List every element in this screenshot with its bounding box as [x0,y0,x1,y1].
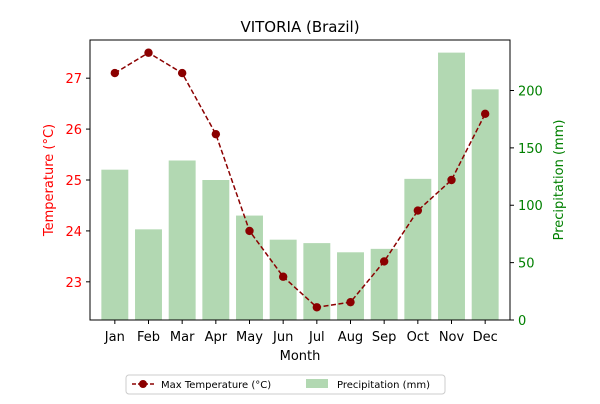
x-tick-label: May [236,330,263,345]
y-left-tick-label: 26 [65,123,82,138]
temperature-point [177,68,187,78]
precipitation-bar [337,252,364,320]
precipitation-bar [471,89,499,320]
temperature-point [144,48,153,57]
legend-precipitation-label: Precipitation (mm) [337,380,430,391]
precipitation-bar [101,169,129,320]
x-tick-label: Nov [439,330,465,345]
x-tick-label: Dec [473,330,498,345]
precipitation-bar [438,52,465,320]
precipitation-bar [202,180,230,320]
precipitation-bar [404,178,432,320]
y-left-tick-label: 23 [65,276,82,291]
legend-box [125,374,446,395]
y-right-tick-label: 100 [518,199,543,214]
x-tick-label: Jul [308,330,325,345]
y-axis-left-label: Temperature (°C) [42,124,57,237]
x-tick-label: Feb [137,330,160,345]
temperature-point [379,257,389,266]
y-axis-left: 23 24 25 26 27 [65,72,90,291]
temperature-point [312,303,322,312]
y-left-tick-label: 24 [65,225,82,240]
y-right-tick-label: 150 [518,142,543,157]
temperature-point [278,272,288,281]
x-tick-label: Aug [338,330,363,345]
y-axis-right-label: Precipitation (mm) [552,120,567,241]
legend: Max Temperature (°C) Precipitation (mm) [125,374,446,395]
temperature-line [110,48,490,312]
x-axis-label: Month [280,349,321,364]
x-axis: Jan Feb Mar Apr May Jun Jul Aug Sep Oct Nov Dec [104,320,498,345]
x-tick-label: Oct [407,330,429,345]
legend-precipitation-swatch [306,379,328,388]
y-right-tick-label: 50 [518,257,535,272]
x-tick-label: Sep [372,330,397,345]
precipitation-bars [101,52,499,320]
temperature-point [413,206,423,215]
precipitation-bar [135,229,162,320]
precipitation-bar [168,160,196,320]
x-tick-label: Mar [170,330,195,345]
y-left-tick-label: 27 [65,72,82,87]
legend-temperature-label: Max Temperature (°C) [161,380,271,391]
temperature-point [110,68,120,78]
temperature-point [211,129,221,139]
y-axis-right: 0 50 100 150 200 [510,84,543,329]
temperature-point [346,297,355,307]
y-right-tick-label: 0 [518,314,526,329]
temperature-point [245,226,254,236]
temperature-line-path [114,51,486,309]
y-left-tick-label: 25 [65,174,82,189]
x-tick-label: Jan [104,330,125,345]
chart-title: VITORIA (Brazil) [240,18,359,36]
x-tick-label: Apr [205,330,228,345]
temperature-point [447,175,456,185]
y-right-tick-label: 200 [518,84,543,99]
x-tick-label: Jun [272,330,293,345]
temperature-point [480,109,490,119]
legend-temperature-marker [139,380,147,388]
